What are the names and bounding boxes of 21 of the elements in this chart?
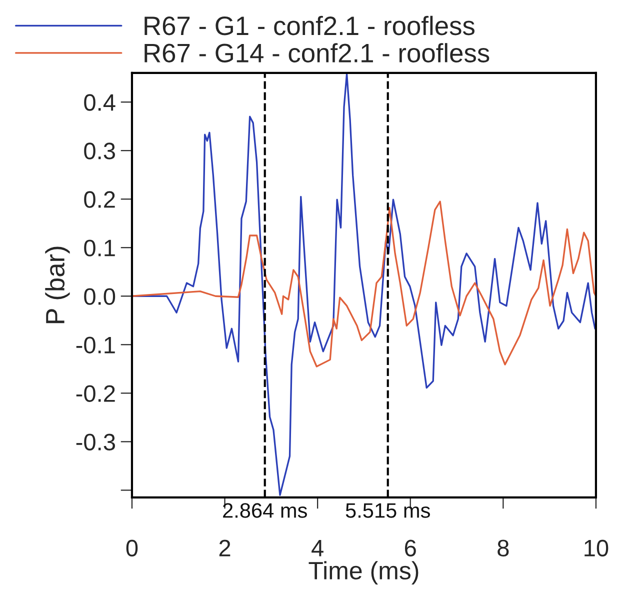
y-tick-label: -0.1 [76, 336, 115, 354]
y-axis-title: P (bar) [45, 246, 70, 324]
y-tick-label: 0.0 [84, 288, 116, 305]
x-tick-label: 0 [126, 540, 138, 556]
x-tick-label: 2 [219, 540, 230, 556]
x-tick-label: 8 [498, 540, 509, 556]
x-axis-title: Time (ms) [308, 561, 418, 584]
y-tick-label: 0.1 [84, 240, 115, 256]
x-tick-label: 6 [405, 540, 416, 556]
x-tick-label: 10 [584, 540, 608, 556]
y-tick-label: 0.3 [84, 142, 115, 160]
y-tick-label: -0.2 [76, 385, 115, 402]
x-tick-label: 4 [312, 540, 324, 556]
y-tick-label: 0.2 [84, 191, 115, 208]
ref-line-label: 2.864 ms [223, 503, 307, 518]
y-tick-label: -0.3 [76, 434, 115, 450]
legend-label: R67 - G14 - conf2.1 - roofless [144, 43, 490, 62]
legend-label: R67 - G1 - conf2.1 - roofless [144, 16, 474, 36]
ref-line-label: 5.515 ms [346, 503, 430, 518]
line-series [132, 200, 596, 368]
y-tick-label: 0.4 [84, 94, 116, 111]
